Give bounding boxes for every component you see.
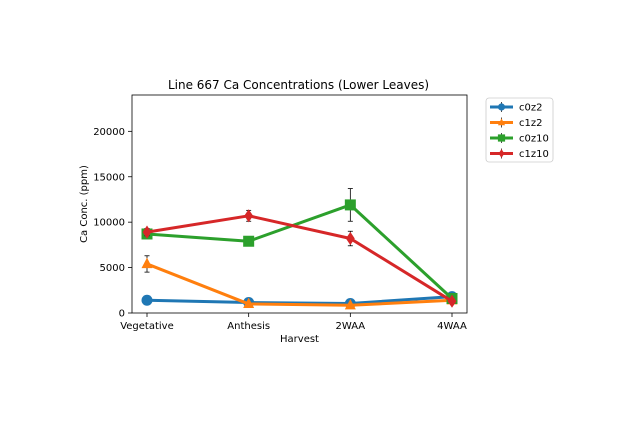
y-tick-label: 15000 xyxy=(93,172,125,183)
x-tick-label: Anthesis xyxy=(227,321,270,332)
legend-marker xyxy=(498,134,505,141)
x-tick-label: 2WAA xyxy=(335,321,365,332)
legend-label: c1z10 xyxy=(519,149,549,160)
legend-label: c0z10 xyxy=(519,134,549,145)
data-point xyxy=(345,199,356,210)
legend-label: c0z2 xyxy=(519,103,542,114)
y-tick-label: 20000 xyxy=(93,127,125,138)
x-axis-label: Harvest xyxy=(280,334,319,345)
y-tick-label: 5000 xyxy=(100,263,125,274)
chart-title: Line 667 Ca Concentrations (Lower Leaves… xyxy=(168,78,429,92)
data-point xyxy=(142,295,153,306)
y-tick-label: 0 xyxy=(119,309,125,320)
legend: c0z2 c1z2 c0z10 c1z10 xyxy=(486,98,553,162)
legend-label: c1z2 xyxy=(519,118,542,129)
y-axis-label: Ca Conc. (ppm) xyxy=(79,165,90,243)
data-point xyxy=(243,236,254,247)
x-tick-label: 4WAA xyxy=(437,321,467,332)
legend-marker xyxy=(498,103,505,110)
y-tick-label: 10000 xyxy=(93,218,125,229)
x-tick-label: Vegetative xyxy=(120,321,174,332)
